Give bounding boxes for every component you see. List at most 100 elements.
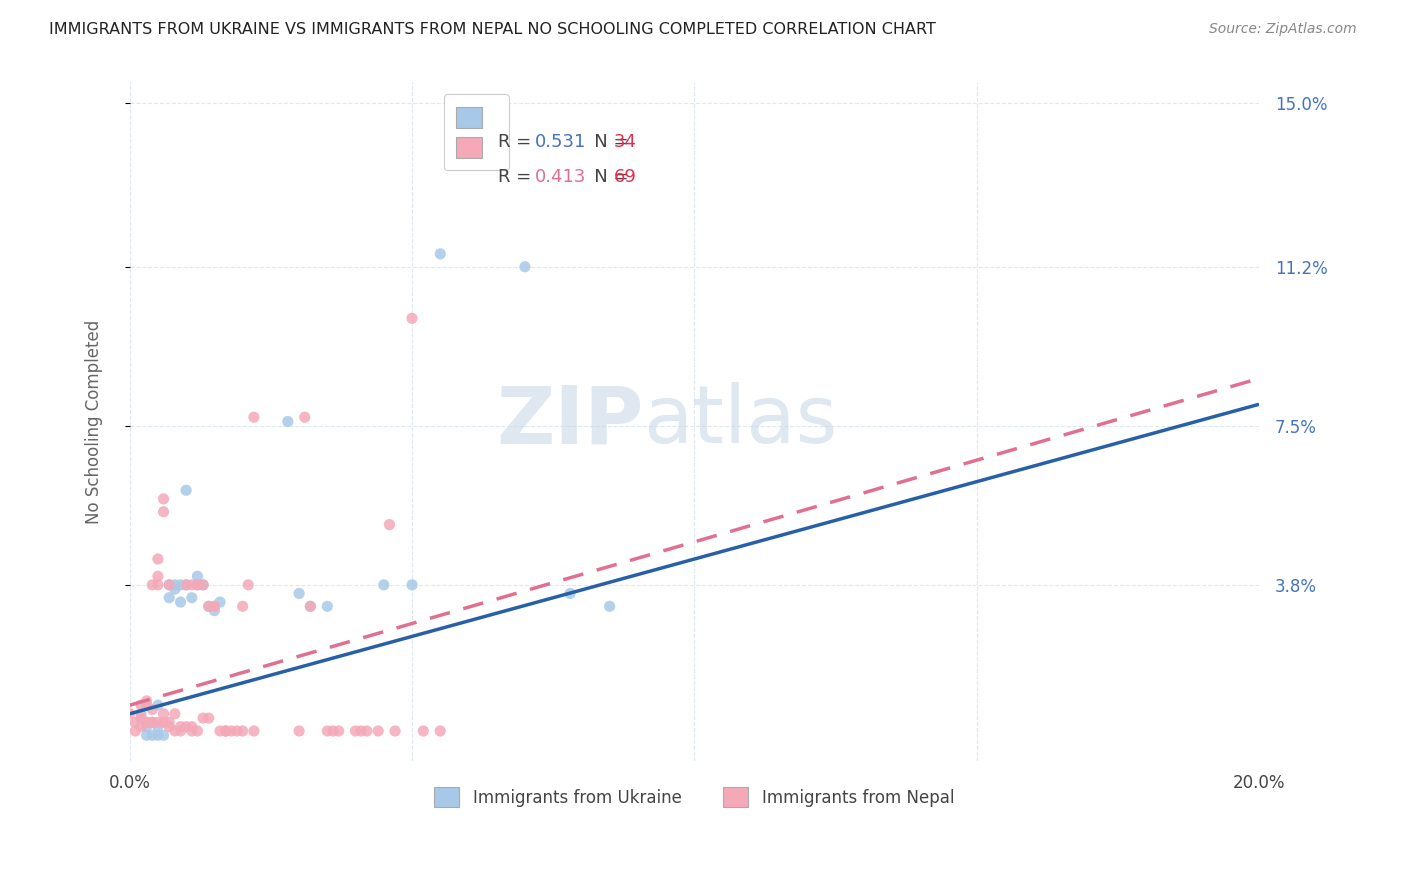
Text: 34: 34 bbox=[614, 133, 637, 152]
Point bbox=[202, 599, 225, 614]
Point bbox=[328, 723, 350, 738]
Text: atlas: atlas bbox=[644, 383, 838, 460]
Text: N =: N = bbox=[578, 133, 634, 152]
Point bbox=[243, 723, 266, 738]
Point bbox=[135, 728, 157, 742]
Point bbox=[401, 578, 423, 592]
Point bbox=[146, 715, 169, 730]
Point bbox=[344, 723, 367, 738]
Point bbox=[163, 578, 186, 592]
Point bbox=[141, 728, 163, 742]
Point bbox=[288, 723, 311, 738]
Point bbox=[208, 595, 231, 609]
Point bbox=[163, 582, 186, 596]
Point bbox=[135, 720, 157, 734]
Text: Source: ZipAtlas.com: Source: ZipAtlas.com bbox=[1209, 22, 1357, 37]
Point bbox=[180, 578, 202, 592]
Point bbox=[146, 569, 169, 583]
Point bbox=[124, 723, 146, 738]
Point bbox=[146, 578, 169, 592]
Point bbox=[129, 711, 152, 725]
Point bbox=[186, 723, 208, 738]
Text: 0.531: 0.531 bbox=[536, 133, 586, 152]
Text: R =: R = bbox=[499, 133, 537, 152]
Point bbox=[146, 728, 169, 742]
Y-axis label: No Schooling Completed: No Schooling Completed bbox=[86, 319, 103, 524]
Legend: Immigrants from Ukraine, Immigrants from Nepal: Immigrants from Ukraine, Immigrants from… bbox=[427, 780, 960, 814]
Point bbox=[146, 552, 169, 566]
Point bbox=[157, 578, 180, 592]
Point bbox=[238, 578, 260, 592]
Point bbox=[599, 599, 621, 614]
Point bbox=[135, 715, 157, 730]
Point bbox=[163, 723, 186, 738]
Point bbox=[412, 723, 434, 738]
Point bbox=[141, 715, 163, 730]
Point bbox=[174, 578, 197, 592]
Point bbox=[157, 720, 180, 734]
Point bbox=[356, 723, 378, 738]
Point bbox=[429, 247, 451, 261]
Point bbox=[129, 706, 152, 721]
Point bbox=[232, 723, 254, 738]
Point bbox=[135, 698, 157, 713]
Point bbox=[174, 483, 197, 498]
Point bbox=[186, 569, 208, 583]
Point bbox=[202, 599, 225, 614]
Point bbox=[277, 415, 299, 429]
Point bbox=[157, 591, 180, 605]
Point bbox=[202, 604, 225, 618]
Point bbox=[378, 517, 401, 532]
Point bbox=[294, 410, 316, 425]
Point bbox=[299, 599, 322, 614]
Point bbox=[243, 410, 266, 425]
Point bbox=[197, 599, 219, 614]
Point bbox=[191, 711, 214, 725]
Text: 0.413: 0.413 bbox=[536, 168, 586, 186]
Point bbox=[129, 720, 152, 734]
Point bbox=[373, 578, 395, 592]
Text: R =: R = bbox=[499, 168, 537, 186]
Point bbox=[316, 723, 339, 738]
Point bbox=[208, 723, 231, 738]
Point bbox=[299, 599, 322, 614]
Point bbox=[288, 586, 311, 600]
Point bbox=[152, 505, 174, 519]
Point bbox=[367, 723, 389, 738]
Point bbox=[215, 723, 238, 738]
Point bbox=[169, 720, 191, 734]
Point bbox=[129, 711, 152, 725]
Point bbox=[141, 702, 163, 716]
Point bbox=[141, 578, 163, 592]
Point bbox=[169, 578, 191, 592]
Point bbox=[146, 698, 169, 713]
Point bbox=[141, 715, 163, 730]
Point bbox=[316, 599, 339, 614]
Point bbox=[174, 720, 197, 734]
Point bbox=[558, 586, 581, 600]
Point bbox=[180, 723, 202, 738]
Point bbox=[197, 599, 219, 614]
Point bbox=[186, 578, 208, 592]
Text: IMMIGRANTS FROM UKRAINE VS IMMIGRANTS FROM NEPAL NO SCHOOLING COMPLETED CORRELAT: IMMIGRANTS FROM UKRAINE VS IMMIGRANTS FR… bbox=[49, 22, 936, 37]
Point bbox=[157, 578, 180, 592]
Point bbox=[152, 715, 174, 730]
Point bbox=[215, 723, 238, 738]
Point bbox=[157, 715, 180, 730]
Point bbox=[226, 723, 249, 738]
Point bbox=[180, 720, 202, 734]
Point bbox=[513, 260, 536, 274]
Point bbox=[118, 706, 141, 721]
Point bbox=[350, 723, 373, 738]
Point bbox=[135, 694, 157, 708]
Point bbox=[197, 711, 219, 725]
Point bbox=[180, 591, 202, 605]
Text: N =: N = bbox=[578, 168, 634, 186]
Point bbox=[191, 578, 214, 592]
Point bbox=[152, 706, 174, 721]
Point bbox=[169, 723, 191, 738]
Point bbox=[141, 715, 163, 730]
Point bbox=[401, 311, 423, 326]
Point bbox=[232, 599, 254, 614]
Point bbox=[174, 578, 197, 592]
